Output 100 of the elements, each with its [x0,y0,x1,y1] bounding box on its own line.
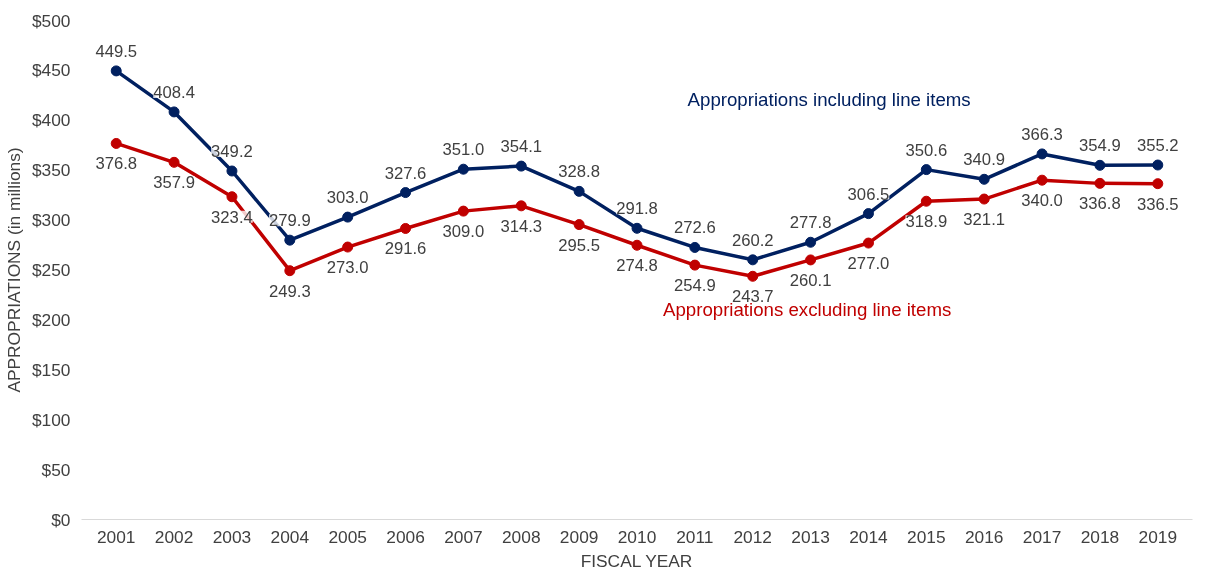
point [400,222,412,234]
data-label: 277.8 [789,213,832,233]
data-label: 272.6 [674,218,716,238]
point [457,163,469,175]
point [689,241,701,253]
data-label: 306.5 [847,184,890,204]
x-tick-label: 2002 [154,526,194,547]
point [168,156,180,168]
x-tick-label: 2003 [212,526,252,547]
data-label: 321.1 [963,210,1006,230]
data-label: 323.4 [211,207,253,227]
x-tick-label: 2013 [791,526,830,547]
data-label: 357.9 [153,173,195,193]
text: Appropriations including line items [687,89,971,111]
point [805,254,817,266]
point [573,219,585,231]
data-label: 350.6 [905,140,948,160]
point [1152,159,1164,171]
x-tick-label: 2008 [502,526,541,547]
data-label: 309.0 [442,222,485,242]
data-label: 349.2 [211,142,253,161]
data-label: 318.9 [905,212,948,232]
data-label: 291.6 [384,239,427,259]
data-label: 327.6 [384,163,427,183]
y-tick-label: $50 [41,459,71,480]
y-tick-label: $200 [31,309,71,330]
data-label: 260.2 [731,230,774,250]
point [747,270,759,282]
data-label: 336.5 [1136,194,1179,214]
point [342,241,354,253]
x-tick-label: 2006 [386,526,425,547]
point [1036,174,1048,186]
data-label: 291.8 [616,199,658,219]
x-tick-label: 2018 [1080,526,1120,547]
y-tick-label: $150 [31,359,71,380]
data-label: 328.8 [558,162,600,182]
point [862,208,874,220]
data-label: 366.3 [1021,124,1063,144]
x-tick-label: 2001 [96,526,136,547]
data-label: 408.4 [153,82,195,102]
point [631,239,643,251]
data-label: 354.1 [500,137,543,157]
y-tick-label: $500 [31,10,71,31]
x-tick-label: 2012 [733,526,773,547]
y-tick-label: $250 [31,260,71,280]
point [515,200,527,212]
x-tick-label: 2011 [676,526,714,547]
x-tick-label: 2010 [617,526,657,547]
data-label: 277.0 [847,254,890,274]
point [631,222,643,234]
point [747,254,759,266]
data-label: 314.3 [500,216,543,236]
point [920,195,932,207]
data-label: 295.5 [558,235,600,255]
point [573,185,585,197]
data-label: 376.8 [95,154,138,174]
data-label: 355.2 [1136,136,1179,156]
point [1152,178,1164,190]
point [1094,159,1106,171]
y-tick-label: $300 [31,210,71,231]
data-label: 340.9 [963,150,1006,170]
data-label: 340.0 [1021,191,1063,211]
data-label: 279.9 [268,211,311,231]
y-tick-label: $100 [31,409,71,430]
x-tick-label: 2004 [270,526,310,547]
point [284,265,296,277]
y-tick-label: $450 [31,60,71,81]
x-tick-label: 2019 [1138,526,1178,547]
x-tick-label: 2017 [1022,526,1062,547]
point [110,65,122,77]
data-label: 260.1 [789,270,832,290]
data-label: 273.0 [326,258,369,278]
data-label: 354.9 [1079,136,1121,156]
point [284,234,296,246]
data-label: 274.8 [616,256,658,276]
point [110,137,122,149]
point [457,205,469,217]
point [168,106,180,118]
point [689,259,701,271]
y-tick-label: $350 [31,160,71,181]
data-label: 249.3 [268,281,311,301]
point [226,165,238,177]
x-tick-label: 2009 [559,526,599,547]
point [805,236,817,248]
data-label: 351.0 [442,140,485,160]
x-tick-label: 2007 [444,526,483,547]
point [515,160,527,172]
x-tick-label: 2015 [907,526,946,547]
point [920,164,932,176]
point [862,237,874,249]
x-tick-label: 2014 [849,526,889,547]
x-axis-title: FISCAL YEAR [580,550,693,571]
point [978,173,990,185]
point [1036,148,1048,160]
data-label: 336.8 [1079,194,1121,214]
point [1094,177,1106,189]
y-tick-label: $0 [51,509,71,530]
data-label: 449.5 [95,41,138,61]
point [400,187,412,199]
point [342,211,354,223]
